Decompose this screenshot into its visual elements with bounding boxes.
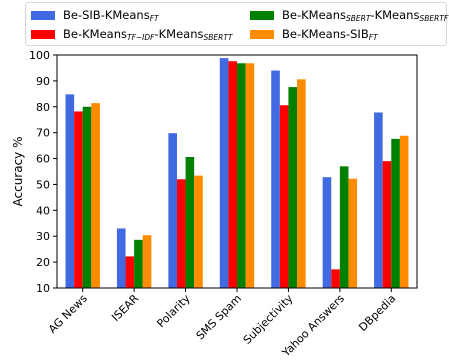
y-tick-label: 70 xyxy=(36,127,50,140)
legend-swatch-series-4 xyxy=(250,29,274,39)
bar xyxy=(245,63,255,289)
y-tick-label: 100 xyxy=(29,49,50,62)
x-tick-label: AG News xyxy=(46,292,90,336)
bar xyxy=(382,161,392,288)
x-tick-label: Subjectivity xyxy=(241,292,296,347)
bar xyxy=(219,58,229,289)
bar xyxy=(288,87,298,288)
legend-item-series-3: Be-KMeansSBERT-KMeansSBERTFT xyxy=(250,6,449,24)
bar xyxy=(65,94,75,289)
bar xyxy=(82,106,92,289)
legend-swatch-series-3 xyxy=(250,10,274,20)
bar xyxy=(74,111,83,288)
bar xyxy=(176,179,186,288)
y-tick-label: 10 xyxy=(36,282,50,295)
bar xyxy=(322,177,332,288)
legend-label-series-2: Be-KMeansTF−IDF-KMeansSBERTT xyxy=(63,26,233,42)
bar xyxy=(391,138,400,288)
y-tick-label: 90 xyxy=(36,75,50,88)
x-tick-label: Polarity xyxy=(154,292,193,331)
y-axis: 10 20 30 40 50 60 70 80 90 100 xyxy=(29,49,57,295)
bar xyxy=(91,103,100,288)
bar xyxy=(331,269,340,288)
bar xyxy=(142,235,152,288)
y-tick-label: 20 xyxy=(36,256,50,269)
legend-item-series-2: Be-KMeansTF−IDF-KMeansSBERTT xyxy=(31,25,233,43)
legend-label-series-1: Be-SIB-KMeansFT xyxy=(63,7,159,23)
bar xyxy=(185,157,195,288)
legend: Be-SIB-KMeansFT Be-KMeansTF−IDF-KMeansSB… xyxy=(25,2,449,46)
bar xyxy=(168,133,177,288)
bar xyxy=(348,178,358,288)
bars xyxy=(65,58,409,289)
y-axis-label: Accuracy % xyxy=(11,136,25,206)
x-tick-label: ISEAR xyxy=(109,292,141,324)
y-tick-label: 50 xyxy=(36,178,50,191)
bar xyxy=(339,166,349,288)
bar xyxy=(297,79,306,288)
bar xyxy=(116,228,126,288)
y-tick-label: 40 xyxy=(36,204,50,217)
legend-swatch-series-1 xyxy=(31,10,55,20)
x-tick-label: SMS Spam xyxy=(194,292,244,342)
bar xyxy=(134,239,143,288)
bar xyxy=(374,112,383,289)
bar xyxy=(228,61,237,288)
legend-swatch-series-2 xyxy=(31,29,55,39)
bar xyxy=(271,70,280,289)
bar xyxy=(237,63,246,289)
x-axis: AG News ISEAR Polarity SMS SpamSubjectivity… xyxy=(46,288,398,360)
legend-label-series-4: Be-KMeans-SIBFT xyxy=(282,26,378,42)
legend-label-series-3: Be-KMeansSBERT-KMeansSBERTFT xyxy=(282,7,449,23)
y-tick-label: 30 xyxy=(36,230,50,243)
x-tick-label: DBpedia xyxy=(356,292,398,334)
y-tick-label: 80 xyxy=(36,101,50,114)
bar xyxy=(194,175,203,288)
legend-item-series-1: Be-SIB-KMeansFT xyxy=(31,6,159,24)
bar xyxy=(399,135,409,288)
axes-frame xyxy=(56,54,418,289)
bar xyxy=(279,105,289,288)
bar xyxy=(125,256,135,288)
y-tick-label: 60 xyxy=(36,153,50,166)
legend-item-series-4: Be-KMeans-SIBFT xyxy=(250,25,378,43)
